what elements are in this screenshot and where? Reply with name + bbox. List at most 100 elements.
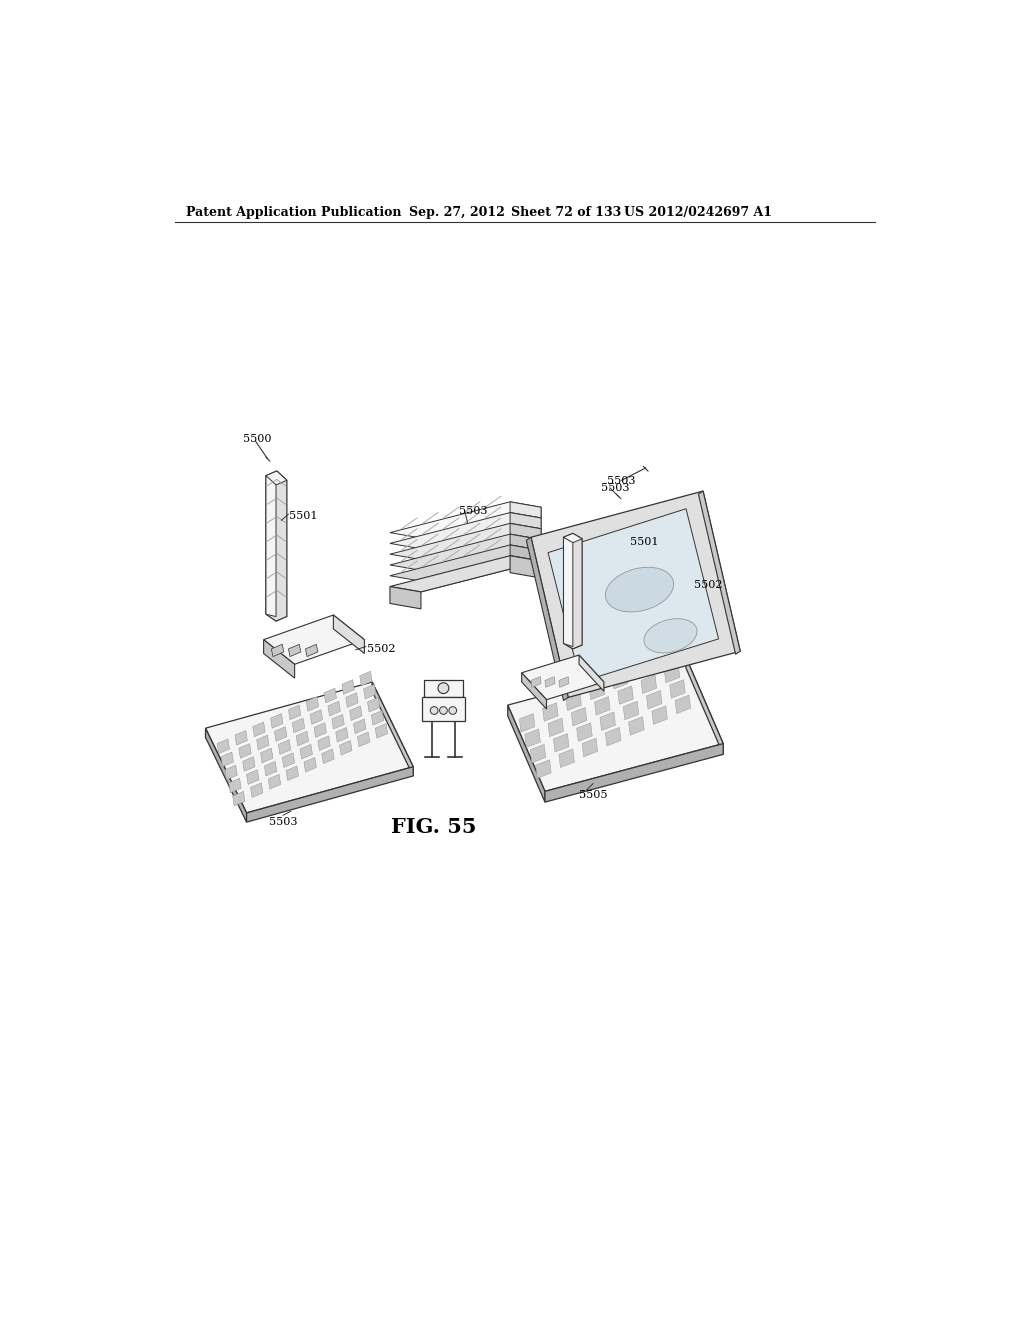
Polygon shape [283, 752, 295, 767]
Polygon shape [545, 677, 555, 688]
Text: 5500: 5500 [243, 434, 271, 444]
Polygon shape [424, 681, 463, 697]
Polygon shape [665, 664, 680, 682]
Circle shape [449, 706, 457, 714]
Polygon shape [263, 615, 365, 664]
Polygon shape [372, 710, 384, 725]
Polygon shape [563, 537, 572, 647]
Polygon shape [260, 748, 273, 763]
Polygon shape [510, 524, 541, 540]
Polygon shape [510, 512, 541, 529]
Polygon shape [571, 708, 587, 726]
Polygon shape [421, 540, 541, 581]
Polygon shape [364, 684, 376, 700]
Polygon shape [510, 545, 541, 561]
Text: 5501: 5501 [289, 511, 317, 521]
Text: Sep. 27, 2012: Sep. 27, 2012 [409, 206, 505, 219]
Polygon shape [524, 729, 541, 747]
Polygon shape [508, 705, 545, 803]
Text: 5503: 5503 [601, 483, 630, 494]
Polygon shape [349, 706, 362, 721]
Polygon shape [670, 680, 685, 698]
Text: Patent Application Publication: Patent Application Publication [186, 206, 401, 219]
Polygon shape [257, 735, 269, 750]
Polygon shape [559, 748, 574, 767]
Polygon shape [390, 535, 541, 570]
Ellipse shape [644, 619, 697, 653]
Text: Sheet 72 of 133: Sheet 72 of 133 [511, 206, 622, 219]
Polygon shape [274, 726, 287, 742]
Polygon shape [289, 705, 301, 719]
Polygon shape [221, 752, 233, 767]
Polygon shape [375, 723, 388, 738]
Circle shape [430, 706, 438, 714]
Polygon shape [292, 718, 305, 733]
Polygon shape [368, 697, 380, 711]
Polygon shape [612, 671, 628, 689]
Polygon shape [266, 471, 287, 484]
Polygon shape [268, 775, 281, 789]
Polygon shape [390, 502, 541, 539]
Text: 5502: 5502 [367, 644, 395, 653]
Polygon shape [247, 770, 259, 784]
Polygon shape [390, 545, 541, 581]
Ellipse shape [605, 568, 674, 612]
Circle shape [438, 682, 449, 693]
Polygon shape [589, 681, 604, 700]
Polygon shape [232, 792, 245, 807]
Polygon shape [251, 783, 263, 797]
Text: US 2012/0242697 A1: US 2012/0242697 A1 [624, 206, 772, 219]
Polygon shape [253, 722, 265, 737]
Polygon shape [577, 723, 592, 742]
Polygon shape [421, 517, 541, 560]
Polygon shape [421, 529, 541, 570]
Polygon shape [548, 508, 719, 682]
Polygon shape [328, 701, 340, 715]
Polygon shape [566, 692, 582, 710]
Text: 5505: 5505 [579, 789, 607, 800]
Polygon shape [353, 719, 366, 734]
Polygon shape [675, 696, 690, 714]
Polygon shape [340, 741, 352, 755]
Polygon shape [234, 730, 248, 744]
Polygon shape [617, 686, 633, 705]
Polygon shape [314, 723, 327, 738]
Polygon shape [530, 744, 546, 763]
Text: 5503: 5503 [268, 817, 297, 826]
Polygon shape [266, 471, 287, 622]
Polygon shape [310, 710, 323, 725]
Polygon shape [304, 758, 316, 772]
Polygon shape [217, 739, 229, 754]
Polygon shape [390, 512, 541, 549]
Polygon shape [698, 491, 740, 655]
Polygon shape [206, 729, 247, 822]
Polygon shape [554, 734, 569, 752]
Polygon shape [519, 714, 535, 733]
Polygon shape [346, 693, 358, 708]
Polygon shape [357, 733, 370, 747]
Polygon shape [300, 744, 312, 759]
Polygon shape [359, 671, 372, 686]
Polygon shape [317, 737, 331, 751]
Polygon shape [629, 717, 644, 735]
Polygon shape [263, 640, 295, 678]
Polygon shape [658, 649, 675, 668]
Polygon shape [305, 644, 317, 656]
Polygon shape [342, 680, 354, 694]
Polygon shape [422, 697, 465, 721]
Polygon shape [322, 748, 334, 763]
Polygon shape [563, 533, 583, 649]
Polygon shape [510, 556, 541, 578]
Polygon shape [545, 743, 723, 803]
Text: 5502: 5502 [693, 581, 722, 590]
Polygon shape [289, 644, 301, 656]
Polygon shape [543, 702, 558, 721]
Polygon shape [526, 537, 568, 701]
Polygon shape [579, 655, 604, 692]
Polygon shape [686, 657, 723, 755]
Polygon shape [646, 690, 662, 709]
Polygon shape [247, 767, 414, 822]
Polygon shape [536, 760, 551, 779]
Polygon shape [531, 677, 541, 688]
Text: 5501: 5501 [630, 537, 658, 548]
